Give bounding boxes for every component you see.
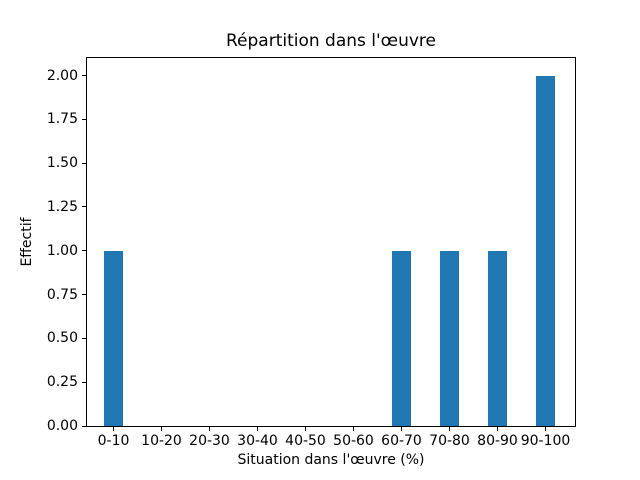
- x-tick-label: 80-90: [477, 433, 518, 449]
- plot-area: 0.00 0.25 0.50 0.75 1.00 1.25 1.50 1.75 2.00 0-10…: [47, 57, 576, 448]
- x-tick-label: 60-70: [381, 433, 422, 449]
- x-tick-label: 10-20: [141, 433, 182, 449]
- y-tick-mark: [82, 425, 87, 427]
- bar-90-100: [536, 75, 555, 426]
- y-tick-label: 0.50: [46, 330, 78, 347]
- x-tick-mark: [305, 426, 306, 431]
- y-tick-label: 0.00: [46, 418, 78, 434]
- y-tick-mark: [82, 337, 87, 339]
- x-tick-mark: [113, 426, 114, 431]
- y-tick-label: 1.00: [46, 242, 78, 259]
- bar-70-80: [440, 250, 459, 426]
- x-tick-mark: [449, 426, 450, 431]
- x-tick-label: 70-80: [429, 433, 470, 449]
- x-tick-mark: [161, 426, 162, 431]
- x-axis-label: Situation dans l'œuvre (%): [237, 452, 425, 468]
- y-tick-label: 1.25: [46, 198, 78, 215]
- x-tick-label: 0-10: [97, 433, 130, 449]
- y-tick-mark: [82, 250, 87, 252]
- x-tick-label: 40-50: [285, 433, 326, 449]
- y-axis-label: Effectif: [19, 217, 35, 267]
- y-tick-label: 1.50: [46, 155, 78, 172]
- bar-60-70: [392, 250, 411, 426]
- x-tick-label: 90-100: [520, 433, 571, 449]
- x-tick-mark: [353, 426, 354, 431]
- x-tick-mark: [401, 426, 402, 431]
- y-tick-mark: [82, 118, 87, 120]
- y-tick-mark: [82, 75, 87, 77]
- x-tick-mark: [257, 426, 258, 431]
- x-tick-mark: [209, 426, 210, 431]
- x-tick-mark: [497, 426, 498, 431]
- y-tick-label: 0.75: [46, 286, 78, 303]
- x-tick-label: 50-60: [333, 433, 374, 449]
- y-tick-mark: [82, 162, 87, 164]
- y-tick-label: 1.75: [46, 111, 78, 128]
- y-tick-label: 2.00: [46, 67, 78, 84]
- y-tick-mark: [82, 294, 87, 296]
- chart-title: Répartition dans l'œuvre: [225, 31, 436, 51]
- bar-0-10: [104, 250, 123, 426]
- y-tick-label: 0.25: [46, 374, 78, 391]
- x-tick-mark: [545, 426, 546, 431]
- x-tick-label: 30-40: [237, 433, 278, 449]
- y-tick-mark: [82, 381, 87, 383]
- bar-80-90: [488, 250, 507, 426]
- y-tick-mark: [82, 206, 87, 208]
- x-tick-label: 20-30: [189, 433, 230, 449]
